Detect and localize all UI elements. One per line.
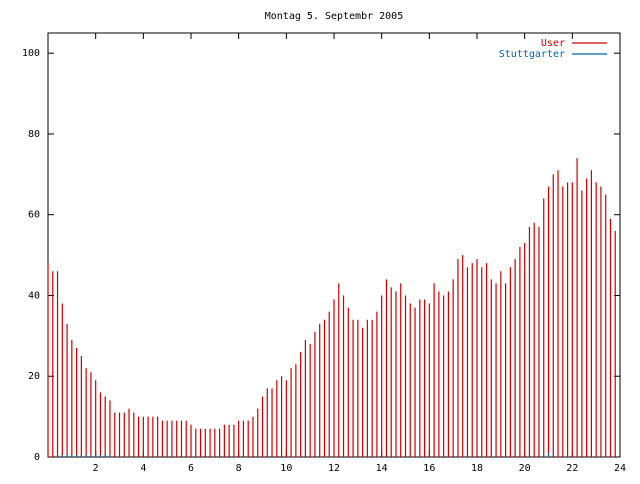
x-tick-label: 2 bbox=[93, 463, 99, 474]
y-tick-label: 100 bbox=[22, 48, 40, 59]
x-tick-label: 8 bbox=[236, 463, 242, 474]
x-tick-label: 22 bbox=[566, 463, 578, 474]
y-tick-label: 80 bbox=[28, 129, 40, 140]
chart-title: Montag 5. Septembr 2005 bbox=[265, 11, 403, 22]
x-tick-label: 20 bbox=[519, 463, 531, 474]
y-tick-label: 0 bbox=[34, 452, 40, 463]
x-tick-label: 4 bbox=[140, 463, 146, 474]
x-tick-label: 10 bbox=[280, 463, 292, 474]
legend-label: User bbox=[541, 38, 565, 49]
y-tick-label: 20 bbox=[28, 371, 40, 382]
y-tick-label: 60 bbox=[28, 210, 40, 221]
x-tick-label: 18 bbox=[471, 463, 483, 474]
x-tick-label: 16 bbox=[423, 463, 435, 474]
x-tick-label: 12 bbox=[328, 463, 340, 474]
y-tick-label: 40 bbox=[28, 290, 40, 301]
x-tick-label: 24 bbox=[614, 463, 626, 474]
x-tick-label: 6 bbox=[188, 463, 194, 474]
x-tick-label: 14 bbox=[376, 463, 388, 474]
legend-label: Stuttgarter bbox=[499, 49, 565, 60]
